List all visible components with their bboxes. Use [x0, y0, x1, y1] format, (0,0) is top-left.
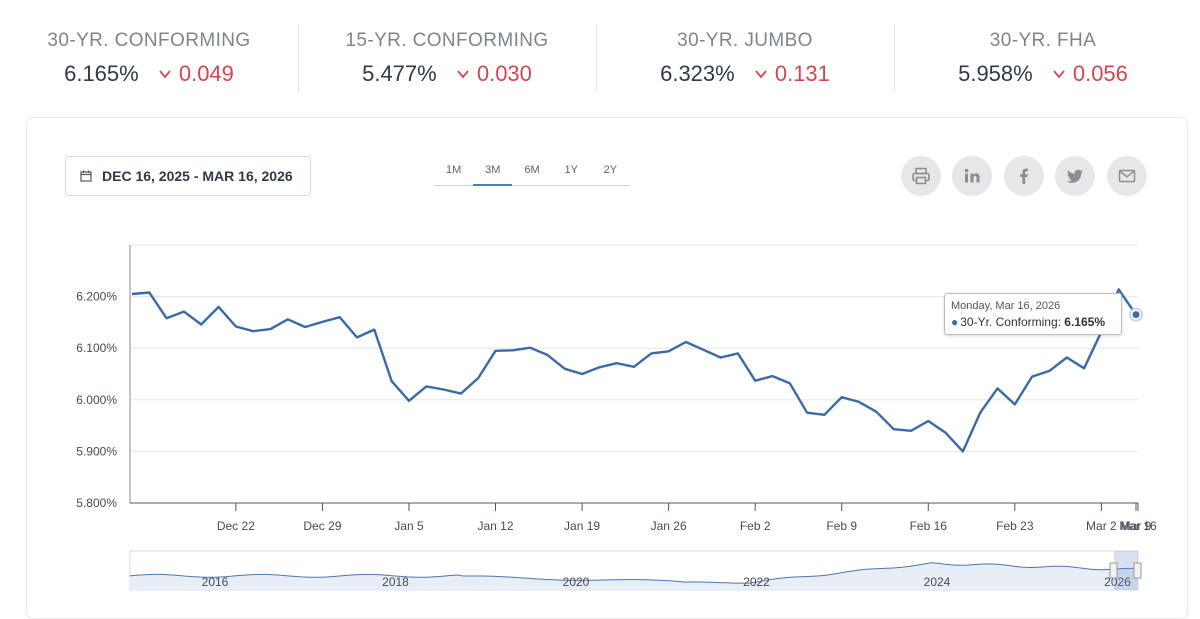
navigator-tick-label: 2022 [743, 575, 770, 589]
y-tick-label: 6.200% [76, 290, 117, 304]
y-tick-label: 5.800% [76, 496, 117, 510]
x-tick-label: Jan 19 [564, 519, 600, 533]
x-tick-label: Mar 2 [1086, 519, 1117, 533]
navigator-tick-label: 2020 [563, 575, 590, 589]
navigator-handle-right [1134, 563, 1141, 578]
x-tick-label: Jan 26 [651, 519, 687, 533]
x-tick-label: Feb 9 [826, 519, 857, 533]
x-tick-label: Jan 5 [394, 519, 424, 533]
y-tick-label: 6.000% [76, 393, 117, 407]
x-tick-label: Jan 12 [478, 519, 514, 533]
y-tick-label: 5.900% [76, 444, 117, 458]
navigator-tick-label: 2024 [924, 575, 951, 589]
series-dot-icon: ● [951, 315, 958, 329]
navigator-tick-label: 2018 [382, 575, 409, 589]
x-tick-label: Mar 16 [1119, 519, 1157, 533]
x-tick-label: Feb 16 [910, 519, 948, 533]
navigator-tick-label: 2016 [202, 575, 229, 589]
tooltip-row: ●30-Yr. Conforming: 6.165% [951, 315, 1121, 329]
hover-point [1132, 311, 1140, 319]
x-tick-label: Dec 22 [217, 519, 255, 533]
x-tick-label: Feb 23 [996, 519, 1034, 533]
navigator-handle-left [1110, 563, 1117, 578]
x-tick-label: Dec 29 [303, 519, 341, 533]
y-tick-label: 6.100% [76, 341, 117, 355]
tooltip-value: 6.165% [1064, 315, 1105, 329]
chart-tooltip: Monday, Mar 16, 2026 ●30-Yr. Conforming:… [944, 293, 1122, 335]
x-tick-label: Feb 2 [740, 519, 771, 533]
tooltip-date: Monday, Mar 16, 2026 [951, 300, 1121, 312]
tooltip-label: 30-Yr. Conforming: [960, 315, 1064, 329]
